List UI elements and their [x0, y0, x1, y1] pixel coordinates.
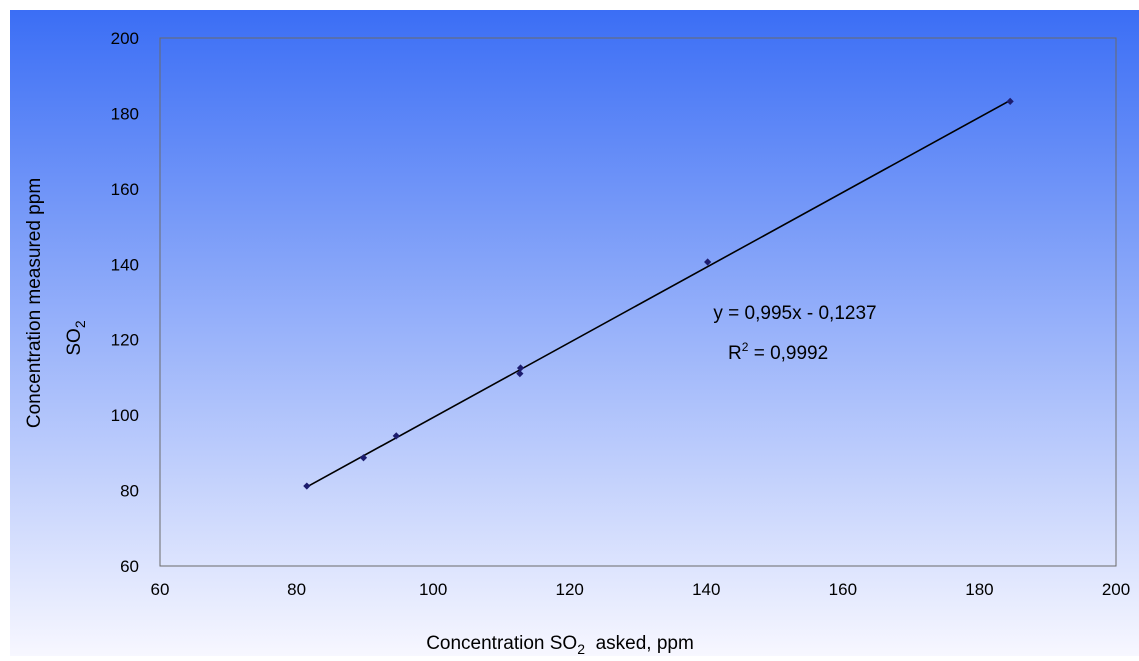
data-point	[1006, 97, 1014, 105]
x-tick-label: 160	[829, 580, 857, 599]
y-tick-label: 60	[120, 557, 139, 576]
y-axis-title-line2: SO2	[64, 320, 88, 355]
plot-frame	[159, 37, 1117, 567]
trend-equation: y = 0,995x - 0,1237	[713, 303, 876, 324]
x-tick-label: 120	[556, 580, 584, 599]
y-tick-label: 180	[111, 104, 139, 123]
y-tick-label: 100	[111, 406, 139, 425]
y-tick-label: 120	[111, 331, 139, 350]
y-tick-label: 80	[120, 482, 139, 501]
x-axis-title: Concentration SO2 asked, ppm	[426, 633, 694, 656]
data-point	[392, 432, 400, 440]
trendline	[306, 99, 1011, 488]
data-point	[516, 364, 525, 372]
x-tick-label: 140	[692, 580, 720, 599]
data-point	[303, 482, 311, 490]
data-points	[303, 97, 1014, 490]
data-point	[516, 370, 524, 378]
x-tick-label: 80	[287, 580, 306, 599]
y-tick-labels: 60 80 100 120 140 160 180 200	[111, 29, 139, 576]
y-tick-label: 160	[111, 180, 139, 199]
x-tick-label: 180	[965, 580, 993, 599]
chart-background	[10, 10, 1139, 656]
y-tick-label: 200	[111, 29, 139, 48]
x-tick-label: 60	[151, 580, 170, 599]
x-tick-label: 200	[1102, 580, 1130, 599]
y-tick-label: 140	[111, 255, 139, 274]
x-tick-labels: 60 80 100 120 140 160 180 200	[151, 580, 1131, 599]
r-squared: R2 = 0,9992	[728, 340, 828, 364]
x-tick-label: 100	[419, 580, 447, 599]
y-axis-title-line1: Concentration measured ppm	[24, 178, 45, 428]
data-point	[704, 258, 712, 266]
data-point	[359, 454, 368, 462]
